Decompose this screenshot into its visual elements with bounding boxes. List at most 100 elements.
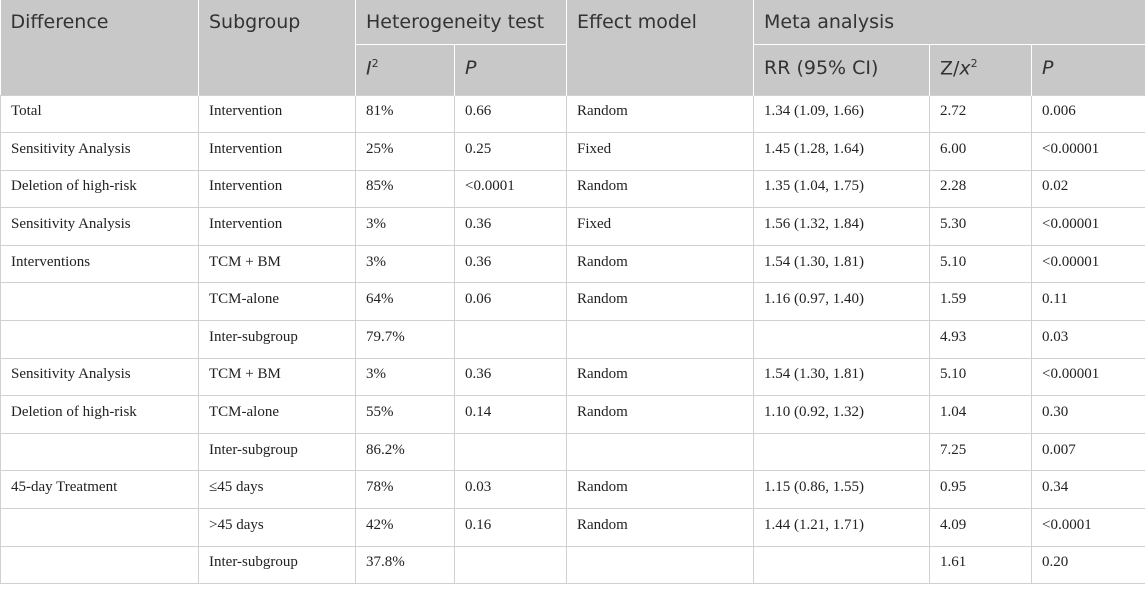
header-z-x2: Z/x2 (929, 44, 1032, 95)
z-cell: 2.72 (929, 94, 1032, 134)
i2-cell: 3% (355, 244, 455, 284)
het-p-cell: 0.16 (454, 508, 567, 547)
meta-p-cell: 0.34 (1031, 470, 1145, 510)
het-p-cell: 0.14 (454, 395, 567, 434)
i2-cell: 37.8% (355, 545, 455, 585)
rr-ci-cell (753, 545, 930, 585)
meta-p-cell: 0.20 (1031, 545, 1145, 585)
table-row: Sensitivity Analysis TCM + BM 3% 0.36 Random… (0, 357, 1145, 397)
het-p-cell: 0.03 (454, 470, 567, 510)
rr-ci-cell: 1.56 (1.32, 1.84) (753, 207, 930, 246)
header-het-p-label: P (465, 56, 477, 79)
rr-ci-cell: 1.34 (1.09, 1.66) (753, 94, 930, 134)
rr-ci-cell: 1.10 (0.92, 1.32) (753, 395, 930, 434)
table-row: TCM-alone 64% 0.06 Random 1.16 (0.97, 1.40) 1… (0, 282, 1145, 322)
rr-ci-cell: 1.16 (0.97, 1.40) (753, 282, 930, 322)
table-row: >45 days 42% 0.16 Random 1.44 (1.21, 1.71) 4.… (0, 508, 1145, 547)
z-cell: 5.10 (929, 244, 1032, 284)
meta-p-cell: 0.006 (1031, 94, 1145, 134)
header-subgroup: Subgroup (198, 0, 356, 95)
meta-p-cell: <0.0001 (1031, 508, 1145, 547)
z-cell: 1.61 (929, 545, 1032, 585)
header-meta-p: P (1031, 44, 1145, 95)
meta-p-cell: 0.30 (1031, 395, 1145, 434)
subgroup-cell: TCM + BM (198, 357, 356, 397)
difference-cell (0, 432, 199, 472)
i2-cell: 78% (355, 470, 455, 510)
i2-cell: 55% (355, 395, 455, 434)
header-rr-ci: RR (95% CI) (753, 44, 930, 95)
i2-cell: 86.2% (355, 432, 455, 472)
rr-ci-cell: 1.44 (1.21, 1.71) (753, 508, 930, 547)
difference-cell: Deletion of high-risk (0, 395, 199, 434)
i2-cell: 64% (355, 282, 455, 322)
z-cell: 7.25 (929, 432, 1032, 472)
het-p-cell (454, 432, 567, 472)
i2-cell: 3% (355, 207, 455, 246)
z-cell: 4.09 (929, 508, 1032, 547)
i2-cell: 25% (355, 132, 455, 171)
difference-cell: Interventions (0, 244, 199, 284)
effect-model-cell: Random (566, 395, 754, 434)
table-row: Inter-subgroup 86.2% 7.25 0.007 (0, 432, 1145, 472)
table-row: Interventions TCM + BM 3% 0.36 Random 1.54 (1… (0, 244, 1145, 284)
subgroup-cell: Intervention (198, 94, 356, 134)
z-cell: 5.10 (929, 357, 1032, 397)
z-cell: 0.95 (929, 470, 1032, 510)
header-i2-sup: 2 (371, 56, 379, 70)
table-row: 45-day Treatment ≤45 days 78% 0.03 Random 1.1… (0, 470, 1145, 510)
rr-ci-cell: 1.54 (1.30, 1.81) (753, 357, 930, 397)
table-row: Sensitivity Analysis Intervention 25% 0.25 F… (0, 132, 1145, 171)
header-i2-base: I (366, 56, 372, 79)
i2-cell: 79.7% (355, 320, 455, 359)
i2-cell: 85% (355, 169, 455, 209)
table-row: Inter-subgroup 37.8% 1.61 0.20 (0, 545, 1145, 585)
het-p-cell: 0.36 (454, 357, 567, 397)
difference-cell: Total (0, 94, 199, 134)
table-body: Total Intervention 81% 0.66 Random 1.34 (1.09… (0, 94, 1145, 585)
difference-cell (0, 508, 199, 547)
het-p-cell: 0.36 (454, 244, 567, 284)
meta-p-cell: 0.02 (1031, 169, 1145, 209)
header-meta-analysis: Meta analysis (753, 0, 1145, 45)
z-cell: 1.59 (929, 282, 1032, 322)
difference-cell (0, 545, 199, 585)
meta-p-cell: 0.11 (1031, 282, 1145, 322)
het-p-cell: <0.0001 (454, 169, 567, 209)
difference-cell: Sensitivity Analysis (0, 207, 199, 246)
i2-cell: 81% (355, 94, 455, 134)
het-p-cell: 0.06 (454, 282, 567, 322)
het-p-cell: 0.25 (454, 132, 567, 171)
difference-cell: Sensitivity Analysis (0, 132, 199, 171)
meta-p-cell: <0.00001 (1031, 132, 1145, 171)
header-effect-model: Effect model (566, 0, 754, 95)
het-p-cell (454, 545, 567, 585)
subgroup-cell: TCM + BM (198, 244, 356, 284)
subgroup-cell: Intervention (198, 132, 356, 171)
effect-model-cell: Fixed (566, 132, 754, 171)
subgroup-cell: Intervention (198, 207, 356, 246)
table-row: Deletion of high-risk Intervention 85% <0.0… (0, 169, 1145, 209)
subgroup-cell: ≤45 days (198, 470, 356, 510)
rr-ci-cell (753, 432, 930, 472)
z-cell: 2.28 (929, 169, 1032, 209)
meta-p-cell: <0.00001 (1031, 244, 1145, 284)
subgroup-cell: TCM-alone (198, 282, 356, 322)
table-row: Inter-subgroup 79.7% 4.93 0.03 (0, 320, 1145, 359)
table-row: Deletion of high-risk TCM-alone 55% 0.14 Ran… (0, 395, 1145, 434)
header-meta-p-label: P (1042, 56, 1054, 79)
header-heterogeneity-test: Heterogeneity test (355, 0, 567, 45)
rr-ci-cell: 1.45 (1.28, 1.64) (753, 132, 930, 171)
effect-model-cell: Random (566, 508, 754, 547)
header-z-sup: 2 (970, 56, 978, 70)
header-z-base: Z/ (940, 56, 960, 79)
effect-model-cell (566, 432, 754, 472)
table-row: Sensitivity Analysis Intervention 3% 0.36 Fi… (0, 207, 1145, 246)
table-row: Total Intervention 81% 0.66 Random 1.34 (1.09… (0, 94, 1145, 134)
effect-model-cell (566, 545, 754, 585)
i2-cell: 3% (355, 357, 455, 397)
effect-model-cell: Random (566, 357, 754, 397)
subgroup-cell: Inter-subgroup (198, 320, 356, 359)
z-cell: 4.93 (929, 320, 1032, 359)
